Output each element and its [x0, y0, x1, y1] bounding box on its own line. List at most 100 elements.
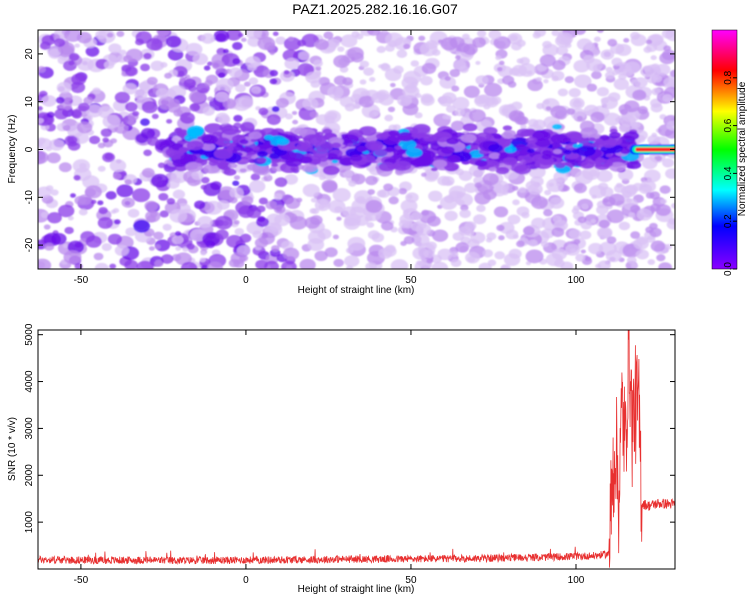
heatmap-cell [108, 43, 122, 54]
heatmap-cell [359, 60, 370, 68]
heatmap-cell [73, 174, 81, 181]
heatmap-cell [455, 168, 465, 176]
heatmap-signal-cell [322, 165, 340, 176]
heatmap-cell [314, 39, 329, 51]
heatmap-cell [604, 71, 615, 80]
heatmap-cell [552, 60, 566, 71]
spectrogram-x-tick-label: -50 [74, 275, 89, 286]
heatmap-cell [459, 65, 469, 74]
heatmap-cell [62, 125, 71, 131]
heatmap-signal-cell [591, 141, 604, 149]
heatmap-cell [454, 108, 466, 117]
heatmap-signal-cell [239, 139, 249, 145]
heatmap-cell [546, 178, 564, 193]
heatmap-cell [347, 236, 366, 251]
heatmap-cell [83, 96, 94, 105]
heatmap-cell [437, 248, 453, 261]
heatmap-signal-cell [361, 154, 376, 163]
heatmap-cell [384, 68, 402, 82]
heatmap-cell [55, 96, 65, 104]
heatmap-cell [38, 138, 52, 150]
heatmap-cell [441, 92, 457, 104]
heatmap-cell [554, 259, 565, 268]
heatmap-cell [141, 101, 158, 114]
heatmap-cell [38, 150, 49, 164]
heatmap-cell [97, 165, 106, 172]
heatmap-cell [199, 257, 206, 263]
heatmap-signal-cell [462, 123, 478, 132]
heatmap-cell [71, 73, 87, 86]
heatmap-cell [618, 123, 631, 133]
heatmap-cell [371, 232, 385, 243]
heatmap-cell [635, 249, 649, 260]
heatmap-cell [39, 41, 51, 50]
heatmap-signal-cell [369, 143, 383, 151]
heatmap-signal-cell [620, 148, 631, 155]
heatmap-cell [508, 110, 525, 123]
heatmap-cell [317, 228, 332, 240]
heatmap-cell [545, 106, 552, 111]
heatmap-cell [183, 78, 197, 89]
heatmap-cell [482, 189, 497, 200]
heatmap-cell [155, 88, 170, 99]
heatmap-cell [333, 54, 351, 68]
heatmap-signal-cell [228, 163, 238, 169]
heatmap-cell [110, 138, 117, 144]
snr-y-tick-label: 3000 [24, 417, 35, 440]
heatmap-cell [378, 247, 393, 259]
heatmap-signal-cell [525, 136, 538, 144]
heatmap-cell [232, 42, 243, 51]
heatmap-signal-cell [186, 127, 204, 138]
heatmap-cell [257, 36, 276, 51]
heatmap-cell [544, 189, 552, 196]
heatmap-cell [633, 237, 649, 250]
heatmap-cell [424, 171, 439, 182]
heatmap-cell [238, 95, 254, 108]
heatmap-cell [418, 35, 426, 41]
heatmap-cell [464, 182, 478, 193]
heatmap-cell [218, 114, 231, 125]
heatmap-cell [372, 111, 379, 116]
heatmap-cell [245, 30, 263, 40]
heatmap-cell [165, 35, 182, 48]
heatmap-cell [591, 71, 602, 80]
snr-x-tick-label: -50 [74, 575, 89, 586]
heatmap-cell [53, 34, 61, 40]
heatmap-cell [390, 259, 409, 269]
heatmap-cell [455, 55, 461, 60]
heatmap-cell [380, 62, 390, 70]
heatmap-cell [531, 217, 546, 229]
heatmap-signal-cell [356, 145, 368, 153]
heatmap-cell [140, 118, 150, 126]
heatmap-cell [464, 221, 477, 231]
heatmap-cell [476, 30, 487, 38]
heatmap-cell [269, 78, 278, 85]
heatmap-cell [606, 236, 617, 244]
heatmap-cell [112, 172, 122, 180]
heatmap-cell [549, 197, 565, 209]
heatmap-cell [97, 217, 114, 229]
heatmap-cell [164, 72, 173, 79]
heatmap-cell [245, 56, 261, 69]
heatmap-cell [113, 219, 121, 225]
heatmap-cell [392, 124, 401, 131]
heatmap-signal-cell [626, 160, 642, 170]
heatmap-cell [275, 36, 286, 45]
heatmap-cell [446, 180, 453, 186]
snr-y-tick-label: 2000 [24, 464, 35, 487]
colorbar-tick-label: 0.8 [723, 70, 734, 84]
heatmap-cell [145, 210, 161, 223]
heatmap-cell [516, 240, 525, 248]
heatmap-cell [445, 105, 456, 113]
heatmap-cell [138, 81, 151, 91]
heatmap-signal-cell [314, 141, 334, 152]
heatmap-cell [476, 204, 486, 213]
heatmap-cell [663, 45, 672, 52]
heatmap-cell [402, 103, 419, 116]
heatmap-cell [102, 137, 110, 143]
spectrogram-x-tick-label: 100 [568, 275, 585, 286]
heatmap-cell [226, 30, 242, 41]
heatmap-cell [636, 208, 653, 221]
heatmap-signal-cell [502, 125, 513, 131]
heatmap-cell [159, 210, 169, 218]
